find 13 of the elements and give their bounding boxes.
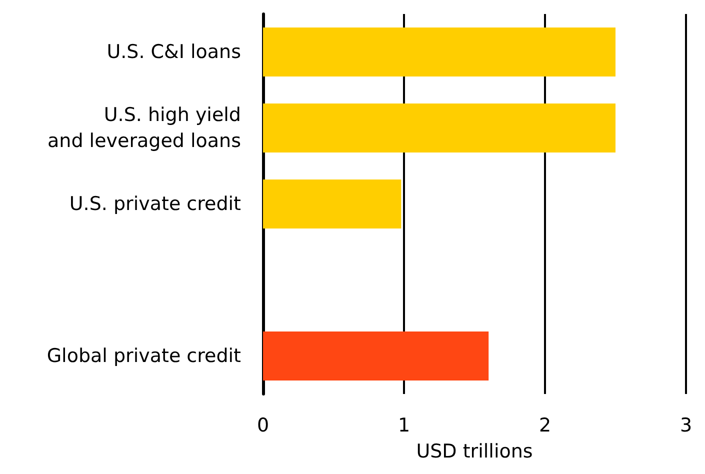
bar bbox=[263, 104, 616, 152]
bar bbox=[263, 28, 616, 76]
y-tick-label: Global private credit bbox=[46, 345, 241, 367]
y-tick-label: U.S. high yield and leveraged loans bbox=[48, 104, 241, 152]
x-tick-label: 1 bbox=[398, 414, 410, 436]
y-tick-label: U.S. private credit bbox=[69, 193, 241, 215]
x-axis-title: USD trillions bbox=[416, 440, 533, 462]
bar bbox=[263, 180, 402, 228]
x-tick-label: 3 bbox=[680, 414, 692, 436]
y-tick-label: U.S. C&I loans bbox=[106, 41, 241, 63]
x-tick-label: 0 bbox=[256, 414, 270, 436]
bar bbox=[263, 332, 489, 380]
x-tick-label: 2 bbox=[538, 414, 552, 436]
